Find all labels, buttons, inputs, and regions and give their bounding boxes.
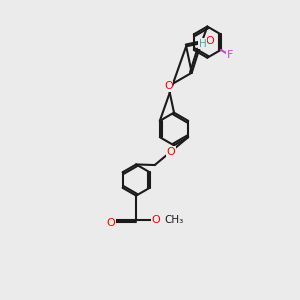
Text: H: H [199, 39, 207, 49]
Text: CH₃: CH₃ [164, 215, 183, 225]
Text: O: O [206, 36, 214, 46]
Text: O: O [164, 81, 173, 91]
Text: O: O [167, 147, 175, 157]
Text: F: F [227, 50, 233, 60]
Text: O: O [106, 218, 115, 228]
Text: O: O [151, 215, 160, 225]
